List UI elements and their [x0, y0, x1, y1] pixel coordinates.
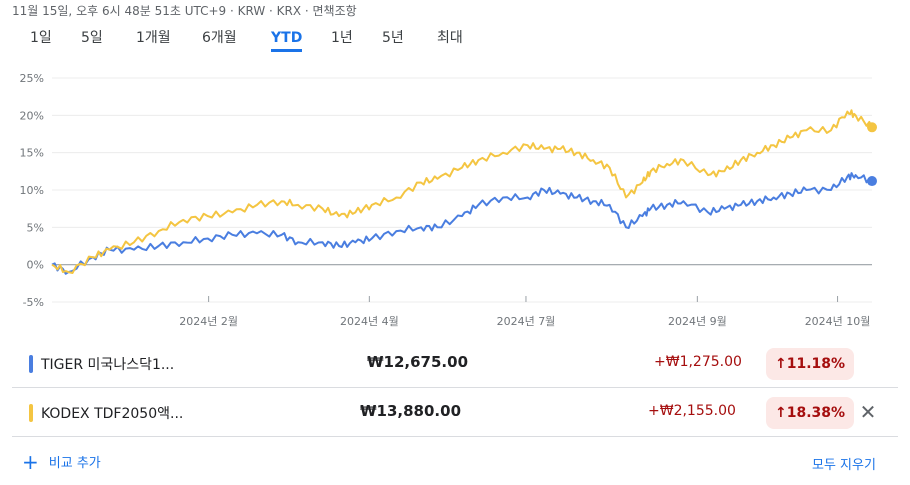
holding-percent-badge: ↑11.18% [766, 348, 855, 380]
y-tick-label: -5% [23, 296, 44, 309]
series-color-swatch [29, 355, 33, 373]
comparison-line-chart[interactable]: 25% 20% 15% 10% 5% 0% -5% 2024년 2월 2024년 4월 2024년… [0, 62, 910, 332]
holding-percent-badge: ↑18.38% [766, 397, 855, 429]
close-icon[interactable]: ✕ [859, 400, 877, 424]
clear-all-button[interactable]: 모두 지우기 [812, 458, 876, 473]
tab-6m[interactable]: 6개월 [202, 30, 237, 46]
holding-name: TIGER 미국나스닥1... [41, 357, 175, 373]
tab-1d[interactable]: 1일 [30, 30, 52, 46]
x-tick-label: 2024년 2월 [179, 315, 238, 328]
series-color-swatch [29, 404, 33, 422]
holding-price: ₩13,880.00 [360, 402, 462, 420]
series-line-kodex [51, 109, 873, 274]
x-tick-label: 2024년 7월 [497, 315, 556, 328]
holding-row-tiger[interactable]: TIGER 미국나스닥1... ₩12,675.00 +₩1,275.00 ↑1… [12, 340, 898, 388]
tab-1m[interactable]: 1개월 [136, 30, 171, 46]
x-tick-label: 2024년 4월 [340, 315, 399, 328]
series-endpoint-tiger [867, 176, 877, 187]
add-compare-button[interactable]: + 비교 추가 [22, 452, 101, 474]
tab-ytd[interactable]: YTD [271, 28, 303, 52]
x-tick-label: 2024년 9월 [668, 315, 727, 328]
holding-price: ₩12,675.00 [367, 353, 469, 371]
holding-row-kodex[interactable]: KODEX TDF2050액... ₩13,880.00 +₩2,155.00 … [12, 389, 898, 437]
holding-change: +₩2,155.00 [648, 403, 736, 419]
y-tick-label: 5% [27, 221, 44, 234]
tab-max[interactable]: 최대 [437, 30, 463, 46]
x-tick-label: 2024년 10월 [805, 315, 871, 328]
tab-5d[interactable]: 5일 [81, 30, 103, 46]
tab-5y[interactable]: 5년 [382, 30, 404, 46]
series-endpoint-kodex [867, 122, 877, 133]
y-tick-label: 25% [20, 72, 44, 85]
add-compare-label: 비교 추가 [48, 456, 101, 471]
range-tabs: 1일 5일 1개월 6개월 YTD 1년 5년 최대 [0, 28, 600, 54]
tab-1y[interactable]: 1년 [331, 30, 353, 46]
y-tick-label: 15% [20, 147, 44, 160]
y-tick-label: 10% [20, 184, 44, 197]
plus-icon: + [22, 450, 39, 474]
series-line-tiger [51, 172, 873, 275]
chart-meta-info: 11월 15일, 오후 6시 48분 51초 UTC+9 · KRW · KRX… [12, 4, 357, 18]
y-tick-label: 0% [27, 259, 44, 272]
y-tick-label: 20% [20, 109, 44, 122]
holding-name: KODEX TDF2050액... [41, 406, 184, 422]
holding-change: +₩1,275.00 [654, 354, 742, 370]
